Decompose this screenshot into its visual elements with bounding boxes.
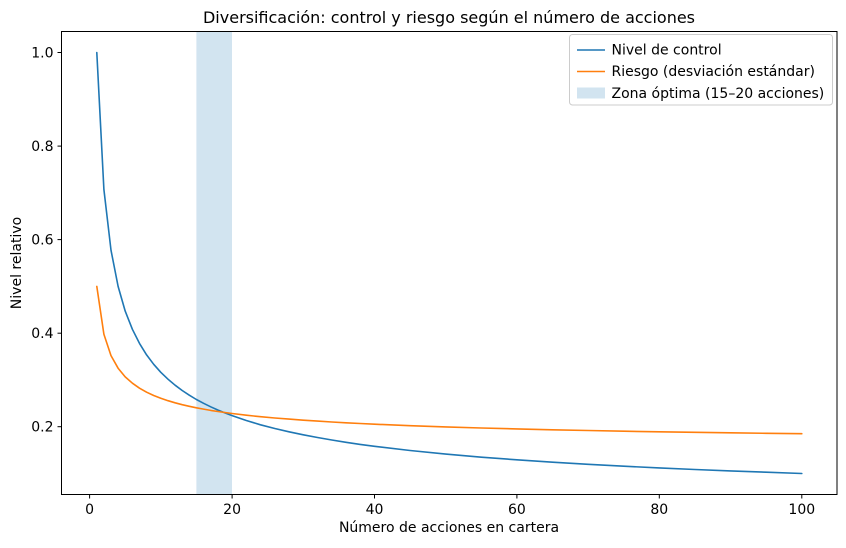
y-tick-label: 0.6 bbox=[31, 233, 53, 249]
plot-border bbox=[61, 31, 838, 495]
x-tick-label: 20 bbox=[223, 502, 241, 518]
y-tick-label: 1.0 bbox=[31, 46, 53, 62]
legend-control-label: Nivel de control bbox=[612, 43, 722, 59]
x-tick-label: 40 bbox=[366, 502, 384, 518]
x-tick-label: 0 bbox=[85, 502, 94, 518]
legend-frame bbox=[569, 34, 833, 106]
series-line-1 bbox=[96, 285, 803, 435]
x-axis-label: Número de acciones en cartera bbox=[339, 520, 559, 536]
ticks-layer: 0 20 40 60 80 100 0.2 0.4 0.6 0.8 1.0 bbox=[31, 46, 815, 519]
x-tick-label: 80 bbox=[650, 502, 668, 518]
series-layer bbox=[96, 51, 803, 475]
y-axis-label: Nivel relativo bbox=[9, 217, 25, 309]
legend-band-label: Zona óptima (15–20 acciones) bbox=[612, 86, 825, 102]
legend-risk-label: Riesgo (desviación estándar) bbox=[612, 64, 815, 80]
band-layer bbox=[196, 31, 232, 495]
y-tick-label: 0.2 bbox=[31, 420, 53, 436]
x-tick-label: 60 bbox=[508, 502, 526, 518]
legend: Nivel de control Riesgo (desviación está… bbox=[569, 34, 833, 106]
series-line-0 bbox=[96, 51, 803, 475]
y-tick-label: 0.8 bbox=[31, 139, 53, 155]
optimal-zone-band bbox=[196, 31, 232, 495]
chart-title: Diversificación: control y riesgo según … bbox=[203, 8, 695, 27]
y-tick-label: 0.4 bbox=[31, 326, 53, 342]
x-tick-label: 100 bbox=[788, 502, 815, 518]
legend-band-swatch bbox=[577, 87, 605, 99]
